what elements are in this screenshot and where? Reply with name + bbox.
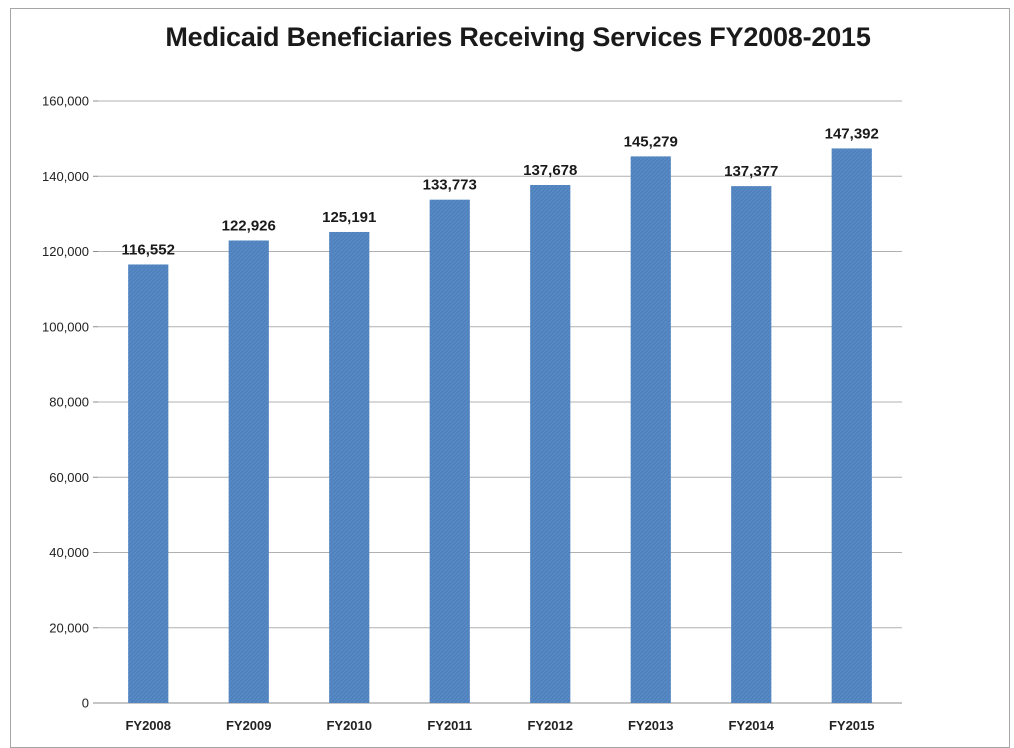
bar-fy2010 (329, 231, 370, 703)
data-label-fy2008: 116,552 (122, 241, 175, 258)
bars (128, 148, 872, 704)
y-tick-label: 0 (82, 696, 89, 711)
y-tick-label: 60,000 (49, 470, 89, 485)
data-label-fy2012: 137,678 (523, 162, 577, 179)
y-axis-tick-labels: 0 20,000 40,000 60,000 80,000 100,000 120,000 1… (42, 94, 89, 711)
data-label-fy2011: 133,773 (423, 177, 477, 194)
y-tick-label: 80,000 (49, 395, 89, 410)
category-label-fy2011: FY2011 (427, 718, 472, 733)
gridlines (93, 100, 902, 704)
y-tick-label: 160,000 (42, 94, 89, 109)
y-tick-label: 120,000 (42, 244, 89, 259)
category-label-fy2013: FY2013 (628, 718, 674, 733)
data-label-fy2014: 137,377 (724, 163, 778, 180)
data-label-fy2015: 147,392 (825, 125, 879, 142)
y-tick-label: 40,000 (49, 545, 89, 560)
category-label-fy2012: FY2012 (527, 718, 573, 733)
data-labels: 116,552 122,926 125,191 133,773 137,678 145,2… (122, 125, 879, 258)
bar-fy2013 (630, 156, 671, 703)
category-label-fy2009: FY2009 (226, 718, 272, 733)
category-label-fy2015: FY2015 (829, 718, 875, 733)
category-label-fy2010: FY2010 (326, 718, 372, 733)
bar-fy2014 (731, 186, 772, 704)
chart-title: Medicaid Beneficiaries Receiving Service… (165, 22, 871, 52)
category-label-fy2008: FY2008 (125, 718, 171, 733)
category-label-fy2014: FY2014 (728, 718, 774, 733)
bar-fy2015 (831, 148, 872, 703)
bar-fy2008 (128, 264, 169, 703)
y-tick-label: 100,000 (42, 319, 89, 334)
y-tick-label: 140,000 (42, 169, 89, 184)
bar-fy2011 (429, 199, 470, 704)
y-tick-label: 20,000 (49, 620, 89, 635)
bar-fy2012 (530, 184, 571, 704)
data-label-fy2010: 125,191 (322, 209, 376, 226)
data-label-fy2009: 122,926 (222, 217, 276, 234)
x-axis-category-labels: FY2008 FY2009 FY2010 FY2011 FY2012 FY2013 FY20… (125, 718, 874, 733)
data-label-fy2013: 145,279 (624, 133, 678, 150)
bar-fy2009 (228, 240, 269, 704)
